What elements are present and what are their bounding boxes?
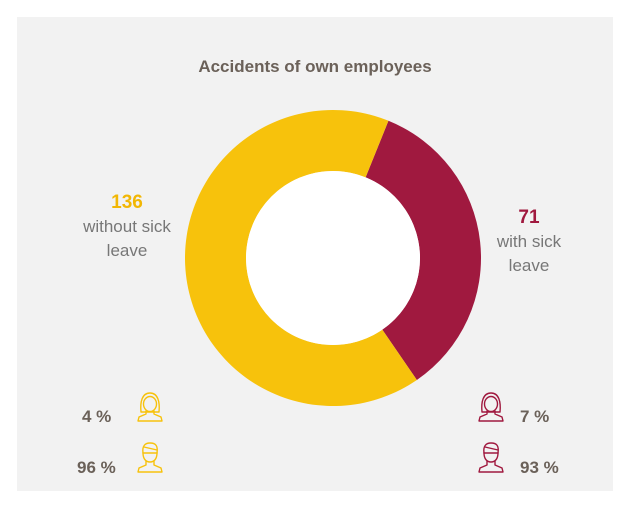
chart-card: Accidents of own employees 136 without s…: [17, 17, 613, 491]
label-with-sick-leave: 71 with sick leave: [479, 206, 579, 278]
donut-hole: [246, 171, 420, 345]
man-icon: [478, 442, 504, 473]
woman-icon: [137, 392, 163, 422]
pct-female-without-sick-leave: 4 %: [82, 407, 112, 426]
pct-female-with-sick-leave: 7 %: [520, 407, 550, 426]
donut-slice-with-sick-leave: [365, 120, 481, 380]
man-icon: [137, 442, 163, 473]
donut-chart: [185, 109, 481, 407]
pct-male-with-sick-leave: 93 %: [520, 458, 559, 477]
value-without-sick-leave: 136: [111, 192, 143, 213]
pct-male-without-sick-leave: 96 %: [77, 458, 116, 477]
name-with-sick-leave: with sick leave: [496, 232, 562, 275]
name-without-sick-leave: without sick leave: [83, 217, 171, 260]
chart-title: Accidents of own employees: [198, 57, 432, 76]
value-with-sick-leave: 71: [518, 207, 540, 228]
donut-slice-without-sick-leave: [185, 109, 417, 407]
label-without-sick-leave: 136 without sick leave: [62, 191, 192, 263]
woman-icon: [478, 392, 504, 422]
